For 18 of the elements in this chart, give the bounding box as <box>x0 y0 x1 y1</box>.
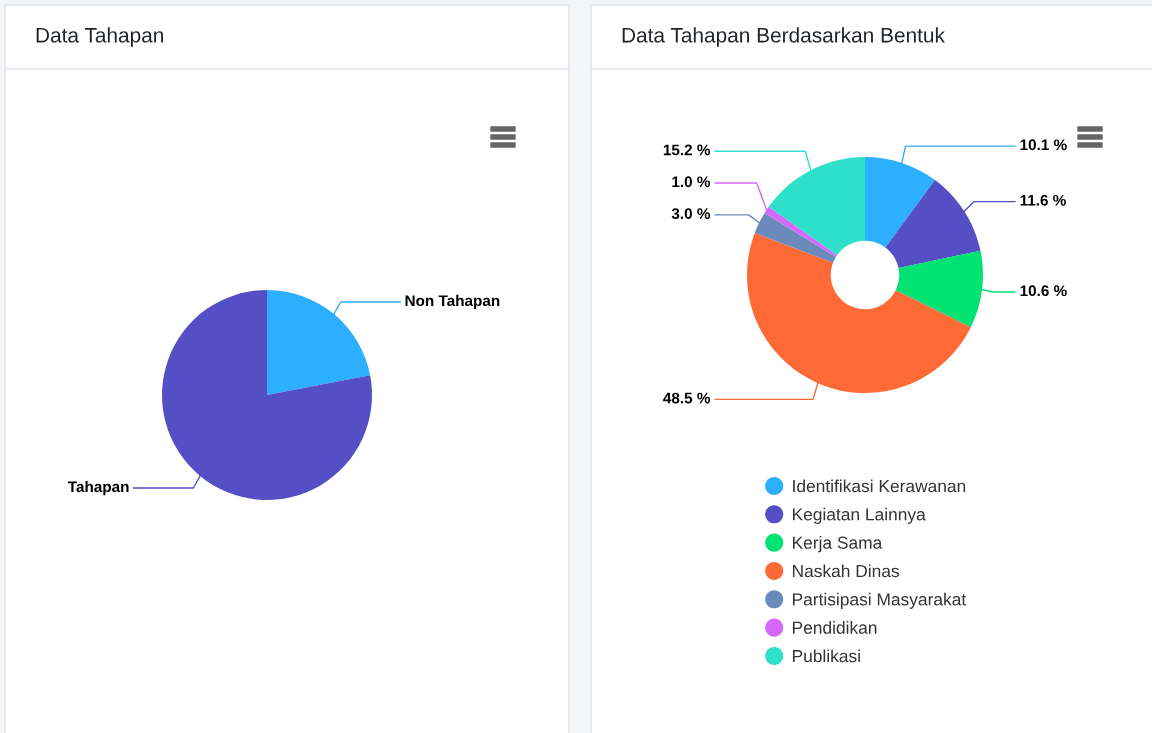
data-label: 15.2 % <box>663 144 711 156</box>
data-label: 10.6 % <box>1020 285 1067 297</box>
chart-title: Data Tahapan Berdasarkan Bentuk <box>622 27 945 47</box>
legend-label: Identifikasi Kerawanan <box>793 479 966 493</box>
data-label: 48.5 % <box>663 392 711 404</box>
legend-label: Naskah Dinas <box>792 564 899 578</box>
data-label: 11.6 % <box>1020 194 1066 206</box>
data-label: 10.1 % <box>1020 139 1067 151</box>
legend-label: Partisipasi Masyarakat <box>792 592 967 609</box>
legend-label: Kegiatan Lainnya <box>792 507 926 524</box>
chart-title: Data Tahapan <box>36 27 163 47</box>
legend-label: Publikasi <box>792 649 860 663</box>
data-label: 3.0 % <box>671 208 711 220</box>
legend-label: Pendidikan <box>792 621 877 634</box>
slice-label: Non Tahapan <box>405 294 500 310</box>
slice-label: Tahapan <box>67 480 129 496</box>
legend-label: Kerja Sama <box>792 536 883 553</box>
data-label: 1.0 % <box>672 176 711 188</box>
